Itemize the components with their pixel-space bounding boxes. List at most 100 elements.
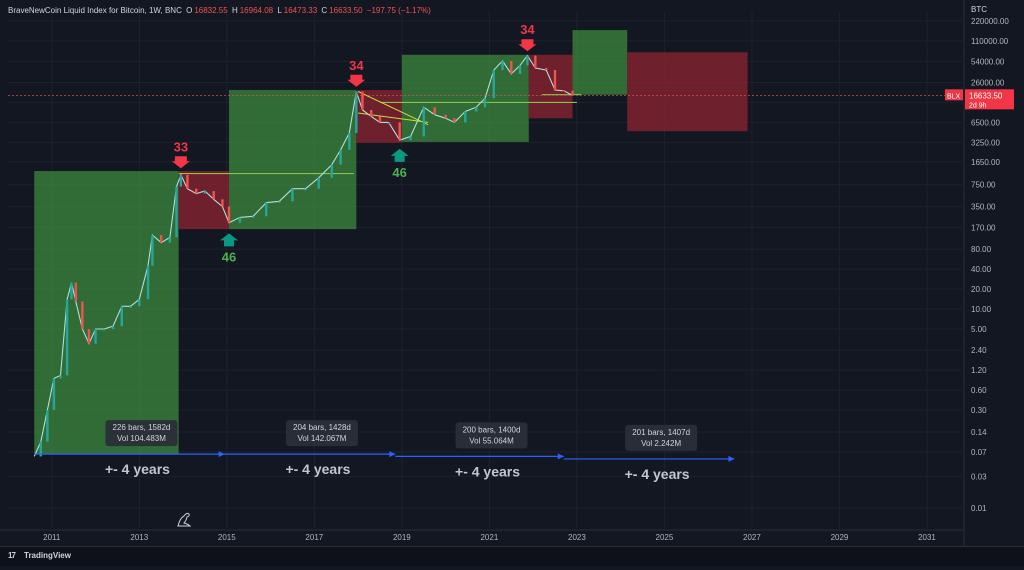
range-volume-label: Vol 142.067M	[297, 434, 346, 443]
price-candle	[70, 282, 73, 300]
cycle-zones	[34, 30, 748, 455]
price-candle	[74, 282, 78, 302]
tradingview-logo[interactable]: 17 TradingView	[8, 551, 71, 560]
time-tick-label: 2015	[218, 533, 236, 542]
price-candle	[251, 216, 255, 218]
price-candle	[545, 67, 548, 71]
price-candle	[39, 441, 43, 457]
bottom-arrow-icon	[219, 233, 238, 247]
price-candle	[304, 188, 307, 191]
low-value: 16473.33	[283, 6, 318, 15]
range-volume-label: Vol 104.483M	[117, 434, 166, 443]
bear-cycle-zone	[627, 52, 748, 132]
open-value: 16832.55	[194, 6, 228, 15]
price-candle	[65, 299, 69, 376]
price-candle	[571, 90, 574, 96]
peak-weeks-label: 34	[520, 22, 535, 37]
price-candle	[194, 188, 198, 194]
bull-cycle-zone	[228, 90, 357, 230]
range-info-box	[455, 422, 528, 449]
price-candle	[87, 328, 91, 344]
price-tick-label: 2.40	[971, 346, 987, 355]
price-candle	[238, 217, 242, 223]
time-tick-label: 2017	[305, 533, 323, 542]
time-tick-label: 2021	[480, 533, 498, 542]
price-tick-label: 0.60	[971, 386, 987, 395]
price-series-line	[33, 54, 573, 457]
close-value: 16633.50	[329, 6, 363, 15]
range-bars-label: 226 bars, 1582d	[113, 423, 171, 432]
price-candle	[221, 199, 224, 207]
price-candle	[422, 107, 425, 137]
peak-arrow-icon	[171, 156, 190, 169]
price-tick-label: 110000.00	[971, 37, 1009, 46]
time-tick-label: 2011	[43, 533, 61, 542]
price-tick-label: 750.00	[971, 181, 996, 190]
range-volume-label: Vol 55.064M	[469, 436, 514, 445]
bottom-weeks-label: 46	[222, 249, 236, 264]
bull-cycle-zone	[401, 54, 529, 142]
range-info-box	[625, 424, 698, 451]
price-candle	[534, 55, 537, 68]
price-candle	[355, 91, 358, 133]
dino-icon	[177, 512, 192, 527]
time-tick-label: 2025	[656, 533, 674, 542]
price-candle	[179, 174, 183, 187]
price-candle	[103, 328, 106, 331]
range-caption: +- 4 years	[625, 466, 690, 482]
price-candle	[387, 122, 390, 124]
price-candle	[146, 265, 150, 300]
range-arrow-head-icon	[728, 455, 735, 462]
price-candle	[398, 122, 401, 141]
peak-weeks-label: 34	[349, 58, 364, 73]
price-candle	[409, 136, 412, 141]
last-price-tag	[965, 89, 1014, 110]
price-candle	[526, 55, 529, 66]
price-candle	[510, 60, 513, 74]
high-label: H	[231, 6, 238, 15]
price-tick-label: 0.14	[971, 428, 987, 437]
price-candle	[433, 107, 436, 115]
range-bars-label: 204 bars, 1428d	[293, 423, 351, 432]
range-arrow-head-icon	[389, 451, 396, 458]
price-candle	[444, 114, 447, 119]
tradingview-icon: 17	[8, 551, 16, 560]
range-arrow-head-icon	[218, 451, 225, 458]
symbol-title: BraveNewCoin Liquid Index for Bitcoin, 1…	[8, 6, 182, 15]
time-tick-label: 2013	[130, 533, 148, 542]
peak-arrow-icon	[518, 39, 537, 52]
range-info-box	[285, 420, 358, 447]
price-candle	[378, 116, 382, 123]
peak-weeks-label: 33	[174, 139, 188, 154]
time-tick-label: 2023	[568, 533, 586, 542]
price-candle	[175, 186, 178, 238]
last-price-label: 16633.50	[969, 91, 1003, 100]
price-candle	[186, 174, 189, 189]
time-tick-label: 2031	[918, 533, 936, 542]
price-tick-label: 170.00	[971, 223, 996, 232]
chart-header: BraveNewCoin Liquid Index for Bitcoin, 1…	[8, 6, 433, 15]
price-candle	[46, 410, 49, 442]
price-candle	[518, 65, 522, 74]
price-tick-label: 0.01	[971, 504, 987, 513]
close-label: C	[321, 6, 328, 15]
price-candle	[159, 235, 163, 243]
price-candle	[492, 70, 495, 99]
price-candle	[370, 109, 373, 117]
price-tick-label: 10.00	[971, 305, 992, 314]
triangle-lower-line	[358, 112, 429, 123]
price-candle	[483, 98, 487, 108]
price-candle	[361, 91, 364, 110]
price-tick-label: 3250.00	[971, 138, 1000, 147]
price-tick-label: 40.00	[971, 265, 992, 274]
range-bars-label: 200 bars, 1400d	[463, 425, 521, 434]
price-candle	[317, 177, 320, 189]
price-candle	[52, 378, 56, 411]
price-candle	[553, 70, 557, 91]
range-caption: +- 4 years	[105, 461, 170, 477]
price-candle	[168, 237, 172, 243]
price-tick-label: 1.20	[971, 366, 987, 375]
price-tick-label: 350.00	[971, 203, 996, 212]
